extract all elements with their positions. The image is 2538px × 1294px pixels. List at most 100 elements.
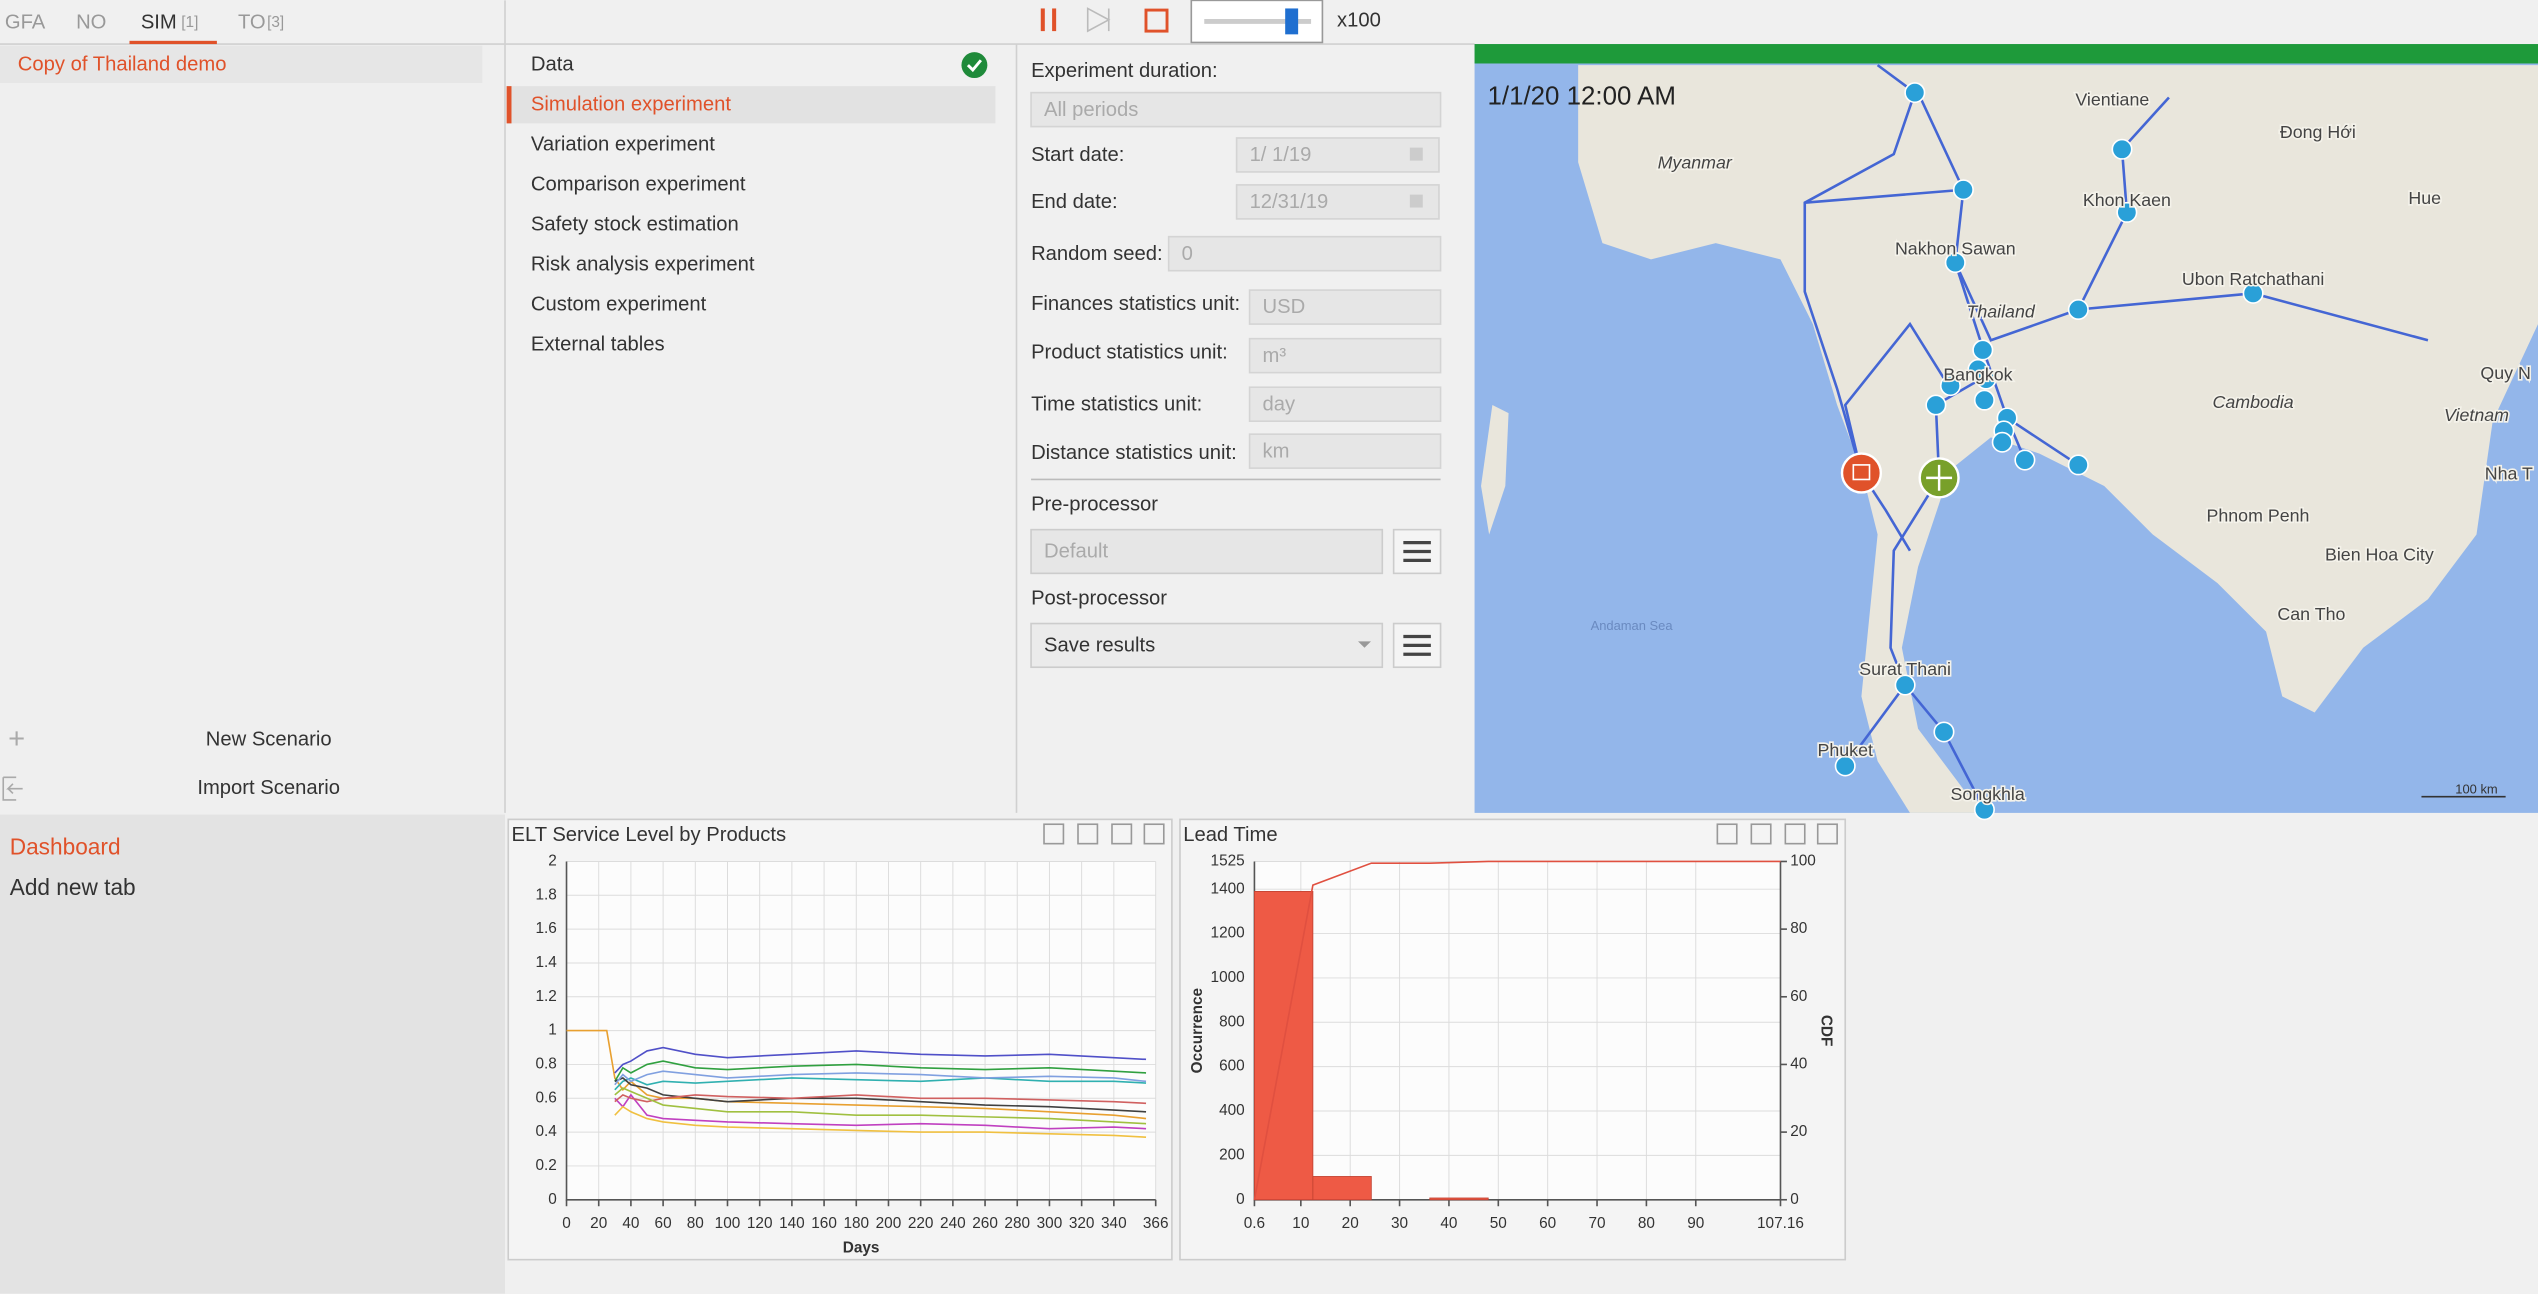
y-tick-label: 1.4: [535, 954, 557, 971]
tab-label[interactable]: GFA: [5, 11, 46, 33]
y-tick-label: 2: [548, 853, 557, 870]
map-label: Vietnam: [2444, 405, 2509, 425]
y-tick-label: 1525: [1211, 853, 1245, 870]
x-tick-label: 300: [1037, 1215, 1063, 1232]
scale-label: 100 km: [2455, 782, 2497, 797]
experiment-item[interactable]: Safety stock estimation: [531, 213, 739, 235]
customer-marker[interactable]: [1926, 395, 1945, 414]
field-label: Post-processor: [1031, 588, 1167, 610]
tab-label[interactable]: NO: [76, 11, 106, 33]
y-tick-label: 0: [548, 1191, 557, 1208]
map-label: Myanmar: [1658, 153, 1733, 173]
scenario-name[interactable]: Copy of Thailand demo: [18, 53, 227, 75]
x-tick-label: 320: [1069, 1215, 1095, 1232]
experiment-item[interactable]: External tables: [531, 333, 665, 355]
y-tick-label: 200: [1219, 1146, 1245, 1163]
customer-marker[interactable]: [1954, 180, 1973, 199]
x-tick-label: 80: [687, 1215, 704, 1232]
chart-title: ELT Service Level by Products: [511, 824, 786, 846]
x-tick-label: 100: [715, 1215, 741, 1232]
x-tick-label: 240: [940, 1215, 966, 1232]
input-value: m³: [1263, 345, 1287, 367]
slider-thumb[interactable]: [1285, 8, 1298, 34]
y2-tick-label: 100: [1790, 853, 1816, 870]
y-tick-label: 800: [1219, 1013, 1245, 1030]
input-value: Default: [1044, 541, 1108, 563]
map-label: Bangkok: [1943, 365, 2012, 385]
experiment-item[interactable]: Risk analysis experiment: [531, 253, 755, 275]
customer-marker[interactable]: [2015, 450, 2034, 469]
y2-tick-label: 80: [1790, 920, 1807, 937]
scenario-panel: [0, 44, 505, 814]
plot-area: [1254, 861, 1780, 1199]
map-label: Ubon Ratchathani: [2182, 269, 2324, 289]
add-tab[interactable]: Add new tab: [10, 874, 136, 900]
tab-label[interactable]: TO: [238, 11, 266, 33]
plus-icon: +: [8, 723, 25, 755]
histogram-bar: [1313, 1176, 1371, 1199]
y-tick-label: 1000: [1211, 969, 1245, 986]
field-label: Product statistics unit:: [1031, 342, 1228, 364]
y-tick-label: 1.6: [535, 920, 556, 937]
customer-marker[interactable]: [1975, 390, 1994, 409]
y-tick-label: 0: [1236, 1191, 1245, 1208]
y2-tick-label: 0: [1790, 1191, 1799, 1208]
y-tick-label: 0.6: [535, 1089, 556, 1106]
y-tick-label: 0.2: [535, 1157, 556, 1174]
tab-label[interactable]: SIM: [141, 11, 177, 33]
experiment-item[interactable]: Custom experiment: [531, 293, 707, 315]
map-label: Andaman Sea: [1591, 618, 1674, 633]
customer-marker[interactable]: [2069, 300, 2088, 319]
y-tick-label: 1400: [1211, 880, 1245, 897]
y-tick-label: 0.4: [535, 1123, 557, 1140]
customer-marker[interactable]: [1905, 83, 1924, 102]
input-value: Save results: [1044, 635, 1155, 657]
input-value: 0: [1182, 243, 1193, 265]
y-tick-label: 1.8: [535, 886, 556, 903]
y-tick-label: 1.2: [535, 988, 556, 1005]
customer-marker[interactable]: [2069, 455, 2088, 474]
map-label: Phnom Penh: [2207, 505, 2310, 525]
x-tick-label: 120: [747, 1215, 773, 1232]
map-label: Hue: [2408, 188, 2441, 208]
customer-marker[interactable]: [1934, 722, 1953, 741]
y-tick-label: 1: [548, 1022, 557, 1039]
experiment-item[interactable]: Data: [531, 53, 574, 75]
warehouse-marker[interactable]: [1842, 454, 1881, 493]
progress-bar: [1475, 44, 2538, 63]
x-tick-label: 30: [1391, 1215, 1408, 1232]
experiment-item[interactable]: Variation experiment: [531, 133, 715, 155]
map-label: Songkhla: [1951, 784, 2025, 804]
import-scenario[interactable]: Import Scenario: [197, 777, 340, 799]
y2-axis-label: CDF: [1818, 1015, 1835, 1047]
check-icon: [961, 52, 987, 78]
customer-marker[interactable]: [1993, 433, 2012, 452]
x-axis-label: Days: [843, 1239, 880, 1256]
x-tick-label: 220: [908, 1215, 934, 1232]
input-value: USD: [1263, 296, 1306, 318]
input-box[interactable]: [1169, 237, 1441, 271]
y-tick-label: 400: [1219, 1102, 1245, 1119]
experiment-item[interactable]: Simulation experiment: [531, 93, 731, 115]
map-label: Can Tho: [2277, 604, 2345, 624]
map-label: Nakhon Sawan: [1895, 238, 2016, 258]
map-label: Phuket: [1818, 740, 1873, 760]
new-scenario[interactable]: New Scenario: [206, 728, 332, 750]
field-label: End date:: [1031, 191, 1118, 213]
map-label: Quy N: [2480, 363, 2530, 383]
pause-button-part: [1052, 8, 1056, 31]
selected-marker: [507, 86, 512, 123]
map-label: Bien Hoa City: [2325, 544, 2434, 564]
map-label: Surat Thani: [1859, 659, 1951, 679]
customer-marker[interactable]: [2112, 140, 2131, 159]
x-tick-label: 60: [655, 1215, 672, 1232]
customer-marker[interactable]: [1973, 340, 1992, 359]
map-label: Cambodia: [2213, 392, 2294, 412]
map-timestamp: 1/1/20 12:00 AM: [1488, 82, 1676, 110]
dashboard-tab[interactable]: Dashboard: [10, 834, 121, 860]
map[interactable]: 1/1/20 12:00 AM 100 km: [1475, 44, 2538, 819]
map-label: Đong Hới: [2280, 122, 2356, 142]
pause-button[interactable]: [1041, 8, 1045, 31]
experiment-item[interactable]: Comparison experiment: [531, 173, 746, 195]
